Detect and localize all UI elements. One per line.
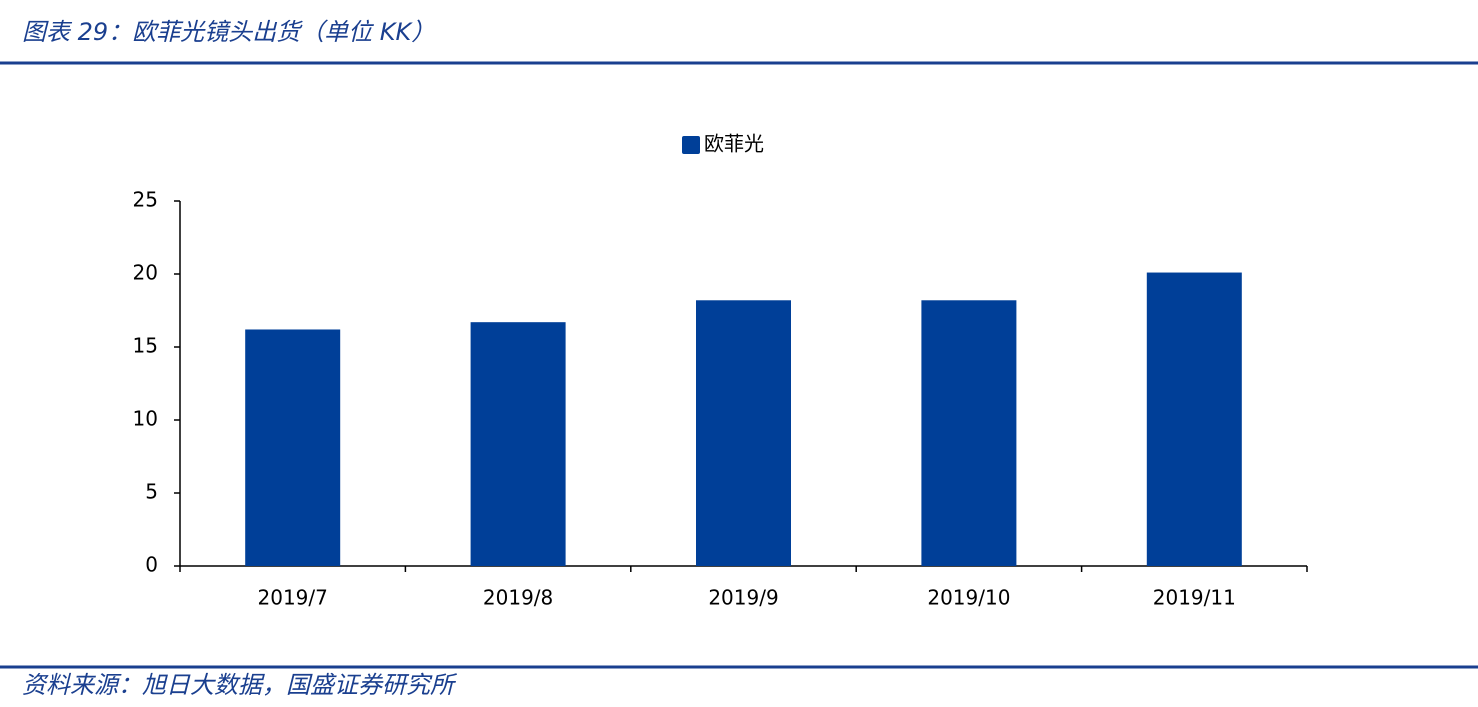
y-tick-label: 20 (133, 261, 158, 285)
y-tick-label: 15 (133, 334, 158, 358)
x-tick-label: 2019/9 (708, 586, 778, 610)
y-tick-label: 0 (145, 553, 158, 577)
bar (921, 300, 1017, 566)
x-tick-label: 2019/10 (927, 586, 1010, 610)
y-tick-label: 5 (145, 480, 158, 504)
x-tick-label: 2019/11 (1153, 586, 1236, 610)
y-tick-label: 10 (133, 407, 158, 431)
x-tick-label: 2019/7 (258, 586, 328, 610)
legend-swatch (682, 136, 700, 154)
bar (245, 329, 341, 566)
bar (1146, 272, 1242, 566)
x-tick-label: 2019/8 (483, 586, 553, 610)
source-note: 资料来源：旭日大数据，国盛证券研究所 (22, 671, 458, 699)
y-tick-label: 25 (133, 188, 158, 212)
legend-label: 欧菲光 (704, 132, 764, 156)
bar (696, 300, 791, 566)
figure-title: 图表 29：欧菲光镜头出货（单位 KK） (22, 18, 435, 46)
bar (470, 322, 566, 566)
